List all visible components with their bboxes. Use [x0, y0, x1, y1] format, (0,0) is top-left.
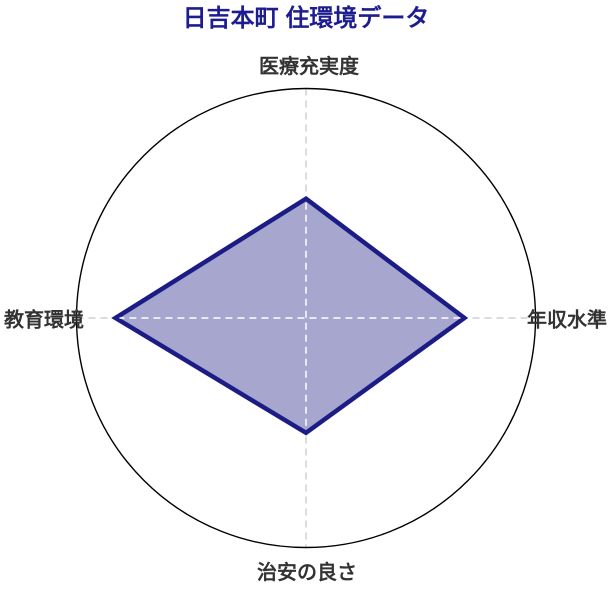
polar-outline-circle	[75, 87, 537, 549]
axis-label-medical: 医療充実度	[259, 56, 359, 78]
axis-label-education: 教育環境	[4, 309, 84, 332]
axis-label-safety: 治安の良さ	[257, 562, 357, 584]
axis-label-income: 年収水準	[527, 309, 607, 332]
data-polygon	[111, 195, 469, 436]
page-title: 日吉本町 住環境データ	[182, 5, 430, 32]
